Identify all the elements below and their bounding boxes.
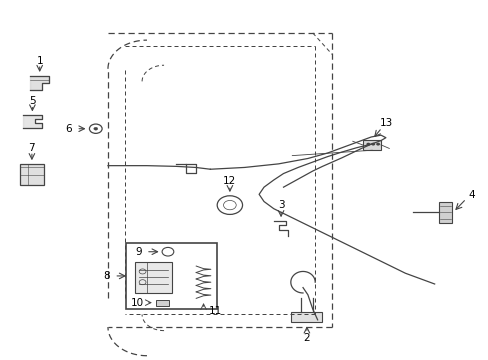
Text: 1: 1 — [36, 56, 43, 66]
Bar — [362, 140, 380, 150]
Circle shape — [370, 143, 374, 145]
Bar — [135, 262, 171, 293]
Text: 3: 3 — [277, 200, 284, 210]
Text: 10: 10 — [130, 298, 143, 308]
Circle shape — [375, 143, 379, 145]
Text: 7: 7 — [28, 143, 35, 153]
Bar — [20, 164, 43, 185]
Text: 2: 2 — [303, 333, 309, 343]
Text: 5: 5 — [29, 96, 36, 106]
Bar — [291, 312, 321, 322]
Text: 9: 9 — [135, 247, 142, 257]
Bar — [126, 243, 216, 309]
Polygon shape — [30, 76, 49, 90]
Text: 12: 12 — [223, 176, 236, 186]
Text: 6: 6 — [65, 124, 72, 134]
Polygon shape — [22, 116, 42, 128]
Text: 11: 11 — [209, 306, 222, 316]
Text: 4: 4 — [468, 190, 474, 200]
Bar — [156, 300, 169, 306]
Circle shape — [94, 127, 98, 130]
Bar — [438, 202, 451, 223]
Text: 13: 13 — [380, 118, 393, 128]
Text: 8: 8 — [103, 271, 110, 281]
Circle shape — [366, 143, 369, 145]
